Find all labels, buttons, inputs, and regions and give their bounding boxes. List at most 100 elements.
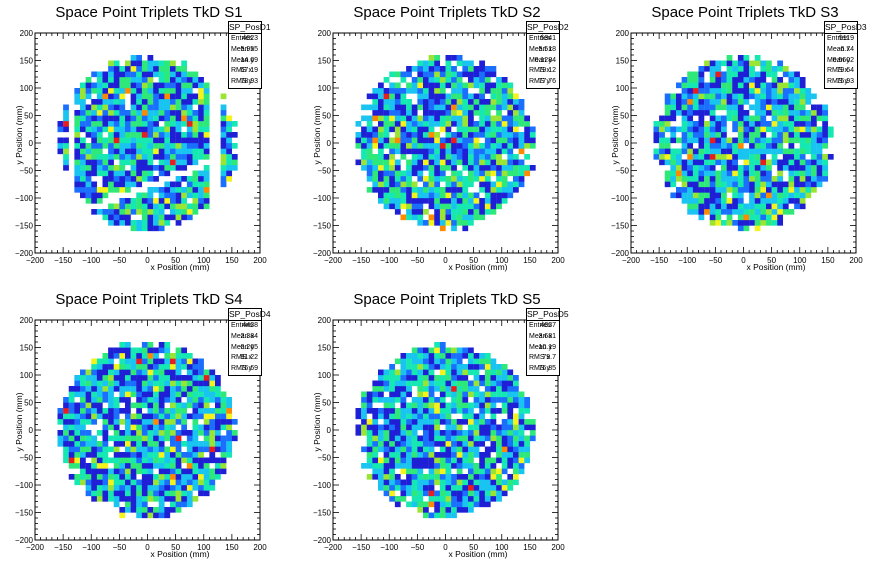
histogram-cell <box>192 143 199 149</box>
histogram-cell <box>771 93 778 100</box>
histogram-cell <box>507 115 514 122</box>
x-tick-label: 200 <box>253 543 267 552</box>
histogram-cell <box>782 165 789 171</box>
stats-value: 0.265 <box>240 343 258 351</box>
stats-value: 79.64 <box>836 67 854 75</box>
histogram-cell <box>811 176 817 182</box>
histogram-cell <box>119 435 126 442</box>
histogram-cell <box>439 154 446 160</box>
histogram-cell <box>479 490 486 497</box>
histogram-cell <box>383 430 390 436</box>
histogram-cell <box>125 181 131 188</box>
y-tick-label: −200 <box>15 536 34 545</box>
histogram-cell <box>113 413 120 420</box>
histogram-cell <box>164 121 171 127</box>
histogram-cell <box>226 148 233 155</box>
histogram-cell <box>80 165 86 171</box>
histogram-cell <box>411 82 418 89</box>
histogram-cell <box>462 66 469 72</box>
histogram-cell <box>400 187 407 193</box>
histogram-cell <box>445 66 452 72</box>
histogram-cell <box>726 82 733 89</box>
histogram-cell <box>445 408 452 414</box>
histogram-cell <box>749 187 755 193</box>
stats-value: −5.955 <box>236 45 258 53</box>
x-tick-label: −150 <box>54 543 73 552</box>
histogram-cell <box>406 66 412 72</box>
histogram-cell <box>153 457 159 464</box>
histogram-cell <box>749 88 755 94</box>
histogram-cell <box>501 121 508 127</box>
histogram-cell <box>113 474 120 480</box>
histogram-cell <box>209 424 216 431</box>
histogram-cell <box>434 347 441 354</box>
histogram-cell <box>136 380 143 387</box>
histogram-cell <box>777 148 784 155</box>
histogram-cell <box>378 165 384 171</box>
histogram-cell <box>125 71 131 78</box>
histogram-cell <box>119 176 126 182</box>
histogram-cell <box>687 88 694 94</box>
histogram-cell <box>125 441 131 447</box>
histogram-cell <box>417 121 424 127</box>
histogram-cell <box>130 209 137 215</box>
histogram-cell <box>507 99 514 105</box>
histogram-cell <box>192 364 199 370</box>
histogram-cell <box>799 165 806 171</box>
histogram-cell <box>141 353 148 359</box>
histogram-cell <box>153 176 159 182</box>
histogram-cell <box>428 132 435 138</box>
histogram-cell <box>394 126 401 133</box>
histogram-cell <box>406 424 412 431</box>
histogram-cell <box>192 391 199 398</box>
histogram-cell <box>484 446 491 453</box>
histogram-cell <box>490 402 497 409</box>
histogram-cell <box>428 501 435 508</box>
histogram-cell <box>91 358 98 365</box>
histogram-cell <box>805 99 812 105</box>
histogram-cell <box>119 463 126 469</box>
histogram-cell <box>451 446 457 453</box>
histogram-cell <box>158 82 165 89</box>
y-tick-label: −200 <box>15 249 34 258</box>
histogram-cell <box>479 66 486 72</box>
y-tick-label: 50 <box>620 112 629 121</box>
histogram-cell <box>96 121 103 127</box>
histogram-cell <box>732 143 739 149</box>
histogram-cell <box>428 386 435 392</box>
histogram-cell <box>108 137 114 144</box>
histogram-cell <box>378 413 384 420</box>
histogram-cell <box>411 358 418 365</box>
histogram-cell <box>383 165 390 171</box>
histogram-cell <box>462 441 469 447</box>
histogram-cell <box>203 435 210 442</box>
histogram-cell <box>737 198 744 204</box>
histogram-cell <box>698 71 705 78</box>
histogram-cell <box>743 220 750 226</box>
histogram-cell <box>777 82 784 89</box>
y-tick-label: −100 <box>313 481 332 490</box>
histogram-cell <box>704 60 710 67</box>
histogram-cell <box>715 66 722 72</box>
histogram-cell <box>428 82 435 89</box>
histogram-cell <box>698 115 705 122</box>
stats-value: 79.12 <box>538 67 556 75</box>
histogram-cell <box>721 165 727 171</box>
histogram-cell <box>687 209 694 215</box>
histogram-cell <box>80 143 86 149</box>
histogram-cell <box>198 148 204 155</box>
histogram-cell <box>175 402 182 409</box>
histogram-cell <box>141 375 148 381</box>
histogram-cell <box>130 452 137 458</box>
histogram-cell <box>119 71 126 78</box>
histogram-cell <box>119 479 126 486</box>
histogram-cell <box>451 408 457 414</box>
y-tick-label: 150 <box>318 57 332 66</box>
histogram-cell <box>766 143 772 149</box>
histogram-cell <box>63 126 69 133</box>
histogram-cell <box>130 507 137 513</box>
histogram-cell <box>400 375 407 381</box>
histogram-cell <box>749 132 755 138</box>
histogram-cell <box>445 82 452 89</box>
histogram-cell <box>439 137 446 144</box>
